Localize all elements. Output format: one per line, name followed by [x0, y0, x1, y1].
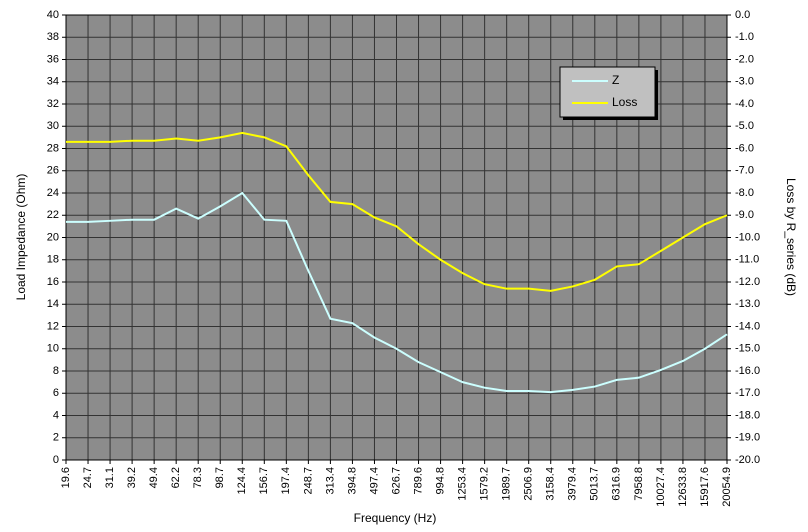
y2-tick-label: -10.0 — [735, 231, 760, 243]
x-tick-label: 497.4 — [368, 467, 380, 495]
y-tick-label: 14 — [47, 298, 59, 310]
y-tick-label: 32 — [47, 98, 59, 110]
legend-box — [559, 66, 656, 118]
y2-tick-label: -16.0 — [735, 365, 760, 377]
y-tick-label: 18 — [47, 254, 59, 266]
x-tick-label: 248.7 — [302, 467, 314, 495]
y-tick-label: 16 — [47, 276, 59, 288]
y-tick-label: 30 — [47, 120, 59, 132]
x-tick-label: 12633.8 — [677, 467, 689, 507]
y-tick-label: 38 — [47, 31, 59, 43]
y-tick-label: 26 — [47, 165, 59, 177]
y2-tick-label: -5.0 — [735, 120, 754, 132]
x-tick-label: 994.8 — [434, 467, 446, 495]
x-tick-label: 19.6 — [60, 467, 72, 488]
x-tick-label: 39.2 — [126, 467, 138, 488]
x-tick-label: 78.3 — [192, 467, 204, 488]
y-tick-label: 36 — [47, 53, 59, 65]
y-tick-label: 0 — [53, 454, 59, 466]
y2-tick-label: -8.0 — [735, 187, 754, 199]
y-tick-label: 2 — [53, 432, 59, 444]
series-line — [66, 131, 728, 292]
x-tick-label: 98.7 — [214, 467, 226, 488]
y-tick-label: 34 — [47, 76, 59, 88]
x-tick-label: 156.7 — [258, 467, 270, 495]
x-tick-label: 789.6 — [412, 467, 424, 495]
legend-label: Loss — [612, 95, 637, 109]
y-tick-label: 28 — [47, 142, 59, 154]
x-tick-label: 1579.2 — [479, 467, 491, 501]
x-tick-label: 3979.4 — [567, 467, 579, 501]
y2-tick-label: -7.0 — [735, 165, 754, 177]
y2-tick-label: 0.0 — [735, 9, 750, 21]
y-tick-label: 10 — [47, 343, 59, 355]
y2-tick-label: -20.0 — [735, 454, 760, 466]
x-tick-label: 1253.4 — [457, 467, 469, 501]
x-tick-label: 15917.6 — [699, 467, 711, 507]
x-tick-label: 3158.4 — [545, 467, 557, 501]
y2-tick-label: -18.0 — [735, 409, 760, 421]
y-tick-label: 22 — [47, 209, 59, 221]
series-line — [66, 191, 728, 394]
x-axis-label: Frequency (Hz) — [354, 511, 437, 525]
y-tick-label: 24 — [47, 187, 59, 199]
y2-axis-label: Loss by R_series (dB) — [784, 178, 798, 296]
y-tick-label: 8 — [53, 365, 59, 377]
y2-tick-label: -11.0 — [735, 254, 759, 266]
y-tick-label: 12 — [47, 320, 59, 332]
y2-tick-label: -1.0 — [735, 31, 754, 43]
x-tick-label: 313.4 — [324, 467, 336, 495]
x-tick-label: 2506.9 — [523, 467, 535, 501]
x-tick-label: 20054.9 — [721, 467, 733, 507]
y2-tick-label: -3.0 — [735, 76, 754, 88]
x-tick-label: 124.4 — [236, 467, 248, 495]
x-tick-label: 626.7 — [390, 467, 402, 495]
y-axis-label: Load Impedance (Ohm) — [14, 174, 28, 301]
x-tick-label: 197.4 — [280, 467, 292, 495]
y2-tick-label: -9.0 — [735, 209, 754, 221]
x-tick-label: 6316.9 — [611, 467, 623, 501]
x-tick-label: 5013.7 — [589, 467, 601, 501]
y-tick-label: 6 — [53, 387, 59, 399]
y2-tick-label: -12.0 — [735, 276, 760, 288]
y2-tick-label: -6.0 — [735, 142, 754, 154]
y-tick-label: 20 — [47, 231, 59, 243]
y2-tick-label: -14.0 — [735, 320, 760, 332]
x-tick-label: 7958.8 — [633, 467, 645, 501]
y2-tick-label: -4.0 — [735, 98, 754, 110]
y2-tick-label: -17.0 — [735, 387, 760, 399]
y2-tick-label: -13.0 — [735, 298, 760, 310]
x-tick-label: 1989.7 — [501, 467, 513, 501]
y2-tick-label: -19.0 — [735, 432, 760, 444]
plot-border — [65, 14, 728, 461]
legend-label: Z — [612, 73, 619, 87]
y2-tick-label: -2.0 — [735, 53, 754, 65]
x-tick-label: 10027.4 — [655, 467, 667, 507]
x-tick-label: 394.8 — [346, 467, 358, 495]
x-tick-label: 24.7 — [82, 467, 94, 488]
y-tick-label: 4 — [53, 409, 59, 421]
x-tick-label: 31.1 — [104, 467, 116, 488]
y2-tick-label: -15.0 — [735, 343, 760, 355]
y-tick-label: 40 — [47, 9, 59, 21]
x-tick-label: 62.2 — [170, 467, 182, 488]
x-tick-label: 49.4 — [148, 467, 160, 488]
